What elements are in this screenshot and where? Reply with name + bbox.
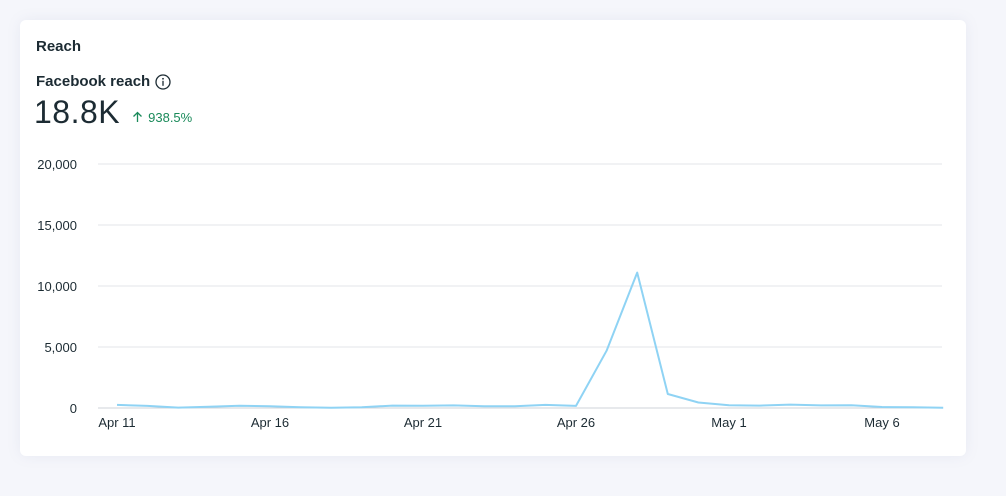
metric-row: 18.8K 938.5% — [34, 94, 192, 131]
y-tick-label: 20,000 — [37, 157, 77, 172]
reach-card: Reach Facebook reach 18.8K 938.5% 0 5,000… — [20, 20, 966, 456]
metric-value: 18.8K — [34, 94, 121, 130]
data-point[interactable] — [877, 402, 887, 412]
y-axis-ticks: 0 5,000 10,000 15,000 20,000 — [37, 157, 77, 416]
data-point[interactable] — [908, 402, 918, 412]
x-tick-label: Apr 16 — [251, 415, 289, 430]
data-point[interactable] — [938, 403, 948, 413]
data-point[interactable] — [143, 401, 153, 411]
grid-lines — [98, 163, 942, 409]
trend-change: 938.5% — [148, 109, 193, 125]
data-point[interactable] — [785, 400, 795, 410]
data-point[interactable] — [449, 400, 459, 410]
info-icon[interactable] — [155, 73, 171, 90]
x-axis-ticks: Apr 11 Apr 16 Apr 21 Apr 26 May 1 May 6 — [98, 415, 899, 430]
data-point[interactable] — [479, 401, 489, 411]
y-tick-label: 0 — [70, 401, 77, 416]
data-point[interactable] — [540, 400, 550, 410]
arrow-up-icon — [133, 111, 143, 122]
data-point[interactable] — [755, 401, 765, 411]
x-tick-label: Apr 21 — [404, 415, 442, 430]
y-tick-label: 5,000 — [44, 340, 77, 355]
card-title: Reach — [36, 38, 82, 55]
data-point[interactable] — [846, 400, 856, 410]
data-point[interactable] — [112, 400, 122, 410]
data-point[interactable] — [326, 403, 336, 413]
data-point[interactable] — [632, 268, 642, 278]
x-tick-label: May 6 — [864, 415, 899, 430]
x-tick-label: Apr 26 — [557, 415, 595, 430]
x-tick-label: Apr 11 — [98, 415, 135, 430]
metric-label: Facebook reach — [36, 73, 151, 90]
series-layer — [112, 268, 948, 413]
data-point[interactable] — [296, 402, 306, 412]
data-point[interactable] — [234, 401, 244, 411]
data-point[interactable] — [204, 402, 214, 412]
data-point[interactable] — [510, 401, 520, 411]
reach-series-line — [116, 271, 944, 409]
data-point[interactable] — [693, 398, 703, 408]
data-point[interactable] — [602, 346, 612, 356]
data-point[interactable] — [571, 401, 581, 411]
data-point[interactable] — [418, 401, 428, 411]
data-point[interactable] — [387, 401, 397, 411]
data-point[interactable] — [663, 389, 673, 399]
metric-label-row: Facebook reach — [36, 73, 171, 90]
x-tick-label: May 1 — [711, 415, 746, 430]
data-point[interactable] — [265, 401, 275, 411]
trend-indicator: 938.5% — [132, 110, 192, 125]
y-tick-label: 15,000 — [37, 218, 77, 233]
data-point[interactable] — [724, 400, 734, 410]
y-tick-label: 10,000 — [37, 279, 77, 294]
data-point[interactable] — [173, 403, 183, 413]
data-point[interactable] — [816, 400, 826, 410]
data-point[interactable] — [357, 402, 367, 412]
